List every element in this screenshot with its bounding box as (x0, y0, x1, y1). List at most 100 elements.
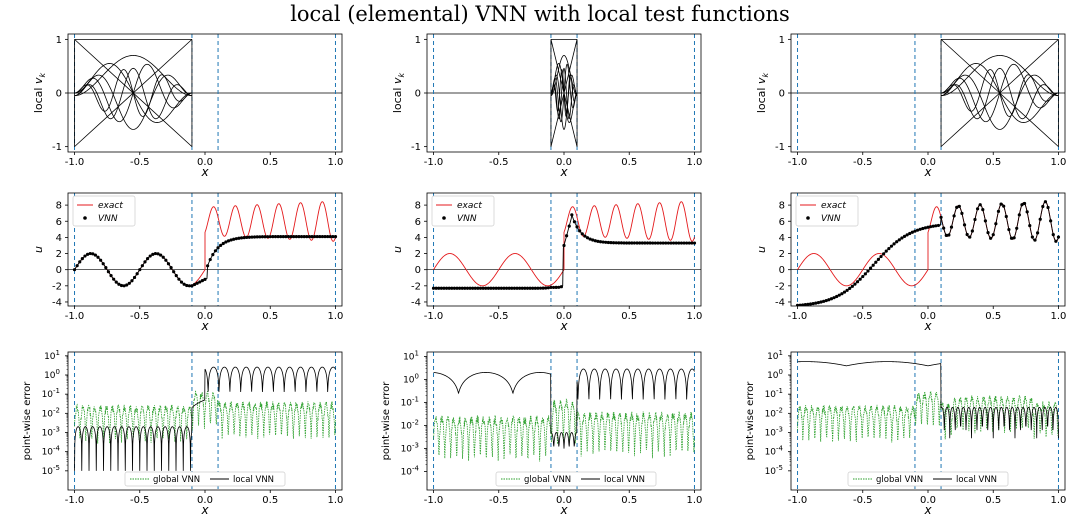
vnn-point (562, 243, 566, 248)
vnn-point (232, 237, 236, 241)
vnn-point (502, 286, 506, 290)
vnn-point (1007, 227, 1011, 232)
vnn-point (119, 283, 124, 288)
vnn-point (75, 264, 79, 268)
vnn-point (604, 240, 608, 244)
y-tick-label: 4 (56, 233, 62, 244)
vnn-point (271, 235, 275, 239)
vnn-point (206, 264, 210, 268)
vnn-point (460, 286, 464, 290)
vnn-point (109, 274, 113, 278)
vnn-point (442, 286, 446, 290)
x-tick-label: 1.0 (687, 495, 703, 506)
subplot-row1-col3: -1.0 -0.5 0.0 0.5 1.0 x -1 0 1 local vk (755, 33, 1066, 179)
y-tick-label: 1 (415, 35, 421, 46)
vnn-point (151, 252, 155, 256)
vnn-point (148, 254, 152, 258)
x-tick-label: -0.5 (489, 495, 509, 506)
vnn-point (848, 286, 852, 290)
x-tick-label: 1.0 (328, 495, 344, 506)
vnn-point (132, 275, 137, 280)
x-tick-label: -0.5 (130, 495, 150, 506)
y-tick-label: 4 (415, 233, 421, 244)
vnn-point (580, 232, 584, 236)
vnn-point (138, 268, 142, 272)
vnn-point (125, 283, 129, 287)
vnn-point (213, 249, 218, 253)
y-axis-label: u (391, 246, 404, 253)
vnn-point (224, 240, 228, 244)
y-tick-label: 1 (779, 35, 785, 46)
vnn-point (294, 234, 298, 239)
vnn-point (1038, 217, 1042, 221)
vnn-point (806, 302, 810, 306)
vnn-point (868, 266, 873, 270)
vnn-point (179, 280, 184, 284)
legend-global-label: global VNN (524, 475, 571, 485)
vnn-point (177, 277, 181, 281)
vnn-point (331, 234, 335, 239)
x-tick-label: 0.0 (920, 157, 936, 168)
subplot-row2-col3: -1.0 -0.5 0.0 0.5 1.0 x -4 -2 0 2 4 6 8 u exact VNN (755, 192, 1066, 333)
vnn-point (237, 236, 241, 240)
test-function-line (74, 74, 192, 130)
vnn-point (955, 205, 959, 210)
vnn-point (117, 282, 121, 286)
vnn-point (863, 272, 867, 276)
y-tick-label: 10-3 (765, 426, 783, 439)
vnn-point (918, 227, 922, 231)
vnn-point (455, 286, 459, 290)
vnn-point (523, 286, 527, 290)
vnn-point (638, 241, 642, 245)
global-vnn-error-line (74, 390, 336, 444)
vnn-point (250, 235, 254, 239)
local-vnn-error-line (433, 368, 695, 449)
x-tick-label: 0.0 (556, 157, 572, 168)
x-axis-label: x (559, 319, 568, 333)
x-tick-label: -0.5 (130, 311, 150, 322)
vnn-point (882, 252, 886, 256)
vnn-point (515, 286, 519, 290)
vnn-point (627, 241, 631, 245)
vnn-point (619, 241, 624, 245)
x-axis-label: x (200, 503, 209, 517)
vnn-point (114, 280, 118, 284)
vnn-point (219, 243, 223, 247)
vnn-point (936, 223, 941, 228)
vnn-point (260, 235, 265, 239)
vnn-point (229, 238, 233, 242)
vnn-point (617, 241, 621, 245)
y-tick-label: -4 (411, 297, 421, 308)
legend-box (72, 195, 136, 227)
y-tick-label: -1 (52, 142, 62, 153)
vnn-point (999, 202, 1003, 206)
vnn-point (837, 293, 841, 297)
vnn-point (811, 301, 815, 306)
y-tick-label: 100 (767, 368, 783, 381)
vnn-point (853, 282, 857, 286)
y-tick-label: 10-2 (401, 419, 419, 432)
subplot-row2-col1: -1.0 -0.5 0.0 0.5 1.0 x -4 -2 0 2 4 6 8 u exact VNN (32, 192, 344, 333)
x-tick-label: -1.0 (65, 495, 85, 506)
vnn-point (72, 268, 77, 272)
vnn-point (871, 263, 875, 267)
subplot-row1-col2: -1.0 -0.5 0.0 0.5 1.0 x -1 0 1 local vk (391, 33, 702, 179)
y-tick-label: -2 (411, 281, 421, 292)
plot-area (797, 352, 1059, 490)
vnn-point (499, 286, 503, 290)
vnn-point (78, 260, 82, 264)
subplot-row2-col2: -1.0 -0.5 0.0 0.5 1.0 x -4 -2 0 2 4 6 8 u exact VNN (391, 192, 702, 333)
plot-area (427, 34, 701, 152)
legend: global VNN local VNN (495, 471, 657, 487)
legend-box (795, 195, 859, 227)
vnn-point (471, 286, 475, 290)
vnn-point (598, 240, 603, 244)
vnn-point (591, 238, 595, 242)
vnn-point (892, 242, 896, 246)
vnn-point (578, 229, 582, 233)
y-tick-label: 2 (779, 249, 785, 260)
vnn-point (302, 234, 306, 239)
x-tick-label: 0.5 (621, 311, 637, 322)
vnn-point (557, 285, 561, 289)
x-tick-label: 1.0 (328, 311, 344, 322)
